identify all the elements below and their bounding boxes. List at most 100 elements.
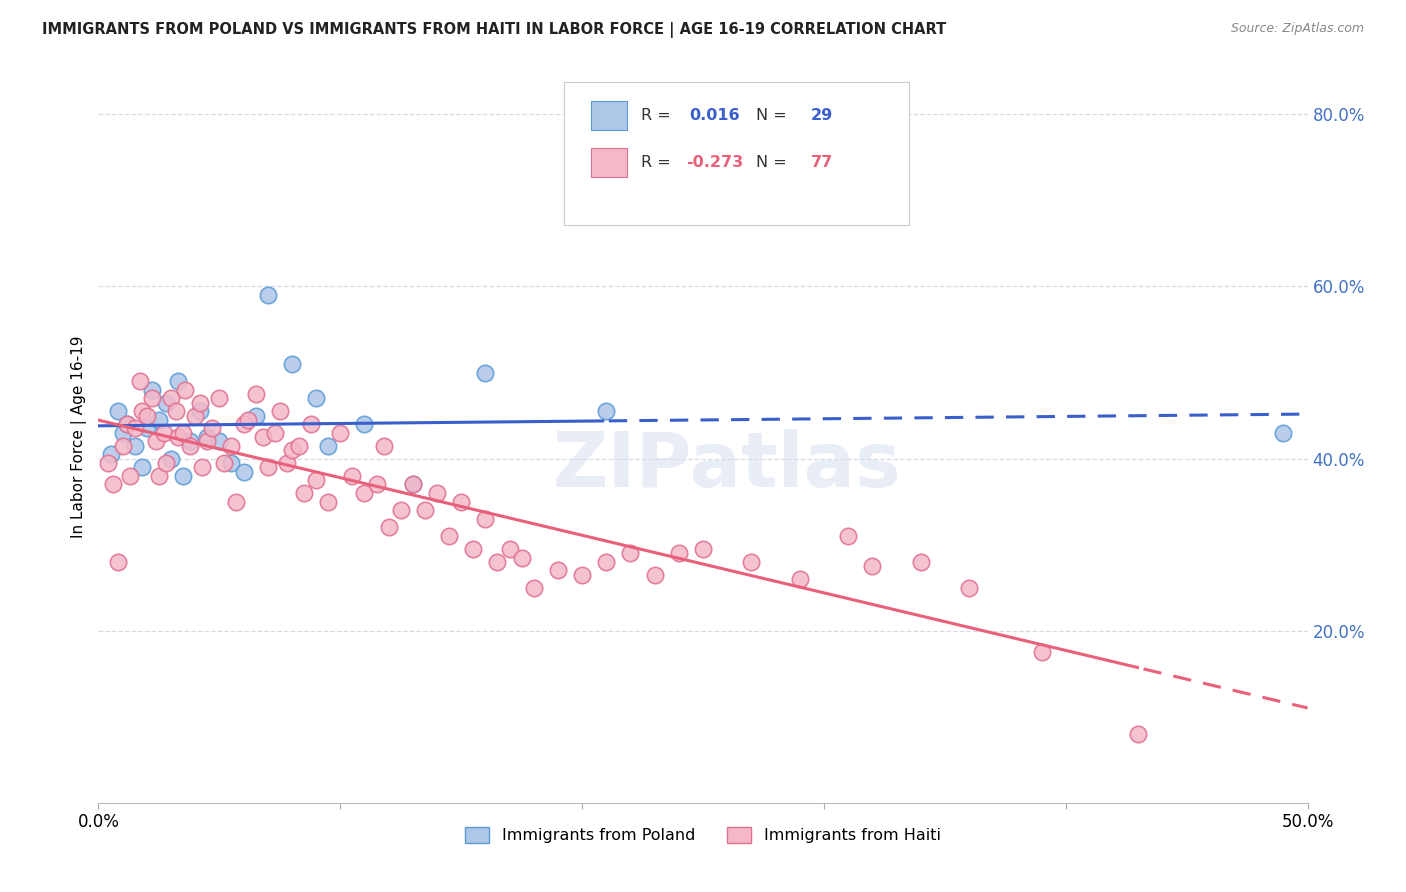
- Point: [155, 395, 177, 409]
- Point: [100, 447, 122, 461]
- Point: [107, 555, 129, 569]
- Point: [426, 486, 449, 500]
- Text: 77: 77: [811, 155, 832, 170]
- Point: [118, 468, 141, 483]
- Text: R =: R =: [641, 155, 676, 170]
- Point: [366, 477, 388, 491]
- Point: [437, 529, 460, 543]
- Point: [860, 559, 883, 574]
- Point: [595, 404, 617, 418]
- Point: [172, 425, 194, 440]
- Point: [377, 520, 399, 534]
- Point: [179, 434, 201, 449]
- Point: [316, 439, 339, 453]
- Point: [245, 387, 267, 401]
- Point: [167, 374, 190, 388]
- Point: [101, 477, 124, 491]
- Point: [1272, 425, 1295, 440]
- Point: [238, 413, 260, 427]
- Point: [117, 417, 139, 432]
- Point: [373, 439, 395, 453]
- Point: [1031, 645, 1053, 659]
- Point: [155, 456, 177, 470]
- Point: [288, 439, 311, 453]
- Point: [131, 460, 153, 475]
- Point: [316, 494, 339, 508]
- Point: [510, 550, 533, 565]
- Point: [179, 439, 201, 453]
- Point: [212, 456, 235, 470]
- Point: [191, 460, 214, 475]
- Text: R =: R =: [641, 108, 676, 123]
- Point: [413, 503, 436, 517]
- Point: [141, 383, 163, 397]
- Point: [474, 512, 496, 526]
- Text: -0.273: -0.273: [686, 155, 744, 170]
- Point: [571, 567, 593, 582]
- Point: [305, 473, 328, 487]
- Point: [281, 442, 304, 457]
- Point: [1128, 727, 1150, 741]
- Point: [232, 417, 254, 432]
- Point: [221, 439, 243, 453]
- Point: [184, 409, 207, 423]
- Point: [256, 460, 278, 475]
- Point: [740, 555, 762, 569]
- Point: [463, 541, 485, 556]
- FancyBboxPatch shape: [591, 101, 627, 130]
- Point: [221, 456, 243, 470]
- Point: [201, 421, 224, 435]
- Point: [402, 477, 425, 491]
- Point: [167, 430, 190, 444]
- Point: [957, 581, 980, 595]
- Point: [174, 383, 197, 397]
- Point: [141, 392, 163, 406]
- Point: [668, 546, 690, 560]
- Point: [97, 456, 120, 470]
- Point: [619, 546, 641, 560]
- Point: [124, 439, 146, 453]
- Point: [148, 468, 170, 483]
- Text: IMMIGRANTS FROM POLAND VS IMMIGRANTS FROM HAITI IN LABOR FORCE | AGE 16-19 CORRE: IMMIGRANTS FROM POLAND VS IMMIGRANTS FRO…: [42, 22, 946, 38]
- Point: [498, 541, 520, 556]
- Point: [402, 477, 425, 491]
- Point: [195, 430, 218, 444]
- Point: [644, 567, 666, 582]
- Point: [281, 357, 304, 371]
- Point: [117, 417, 139, 432]
- Point: [135, 421, 157, 435]
- Point: [342, 468, 364, 483]
- Point: [195, 434, 218, 449]
- Point: [329, 425, 352, 440]
- Point: [256, 288, 278, 302]
- Text: 0.016: 0.016: [690, 108, 741, 123]
- Point: [474, 366, 496, 380]
- Point: [837, 529, 859, 543]
- Point: [245, 409, 267, 423]
- Point: [208, 392, 231, 406]
- FancyBboxPatch shape: [591, 148, 627, 178]
- FancyBboxPatch shape: [564, 82, 908, 225]
- Point: [292, 486, 315, 500]
- Text: ZIPatlas: ZIPatlas: [553, 429, 901, 503]
- Point: [789, 572, 811, 586]
- Point: [145, 434, 167, 449]
- Point: [188, 395, 211, 409]
- Point: [276, 456, 298, 470]
- Point: [128, 374, 150, 388]
- Point: [148, 413, 170, 427]
- Point: [692, 541, 714, 556]
- Point: [160, 451, 183, 466]
- Point: [305, 392, 328, 406]
- Point: [208, 434, 231, 449]
- Point: [353, 417, 375, 432]
- Point: [172, 468, 194, 483]
- Point: [152, 425, 174, 440]
- Point: [165, 404, 187, 418]
- Text: 29: 29: [811, 108, 832, 123]
- Point: [389, 503, 412, 517]
- Point: [910, 555, 932, 569]
- Text: Source: ZipAtlas.com: Source: ZipAtlas.com: [1230, 22, 1364, 36]
- Text: N =: N =: [756, 155, 792, 170]
- Point: [269, 404, 291, 418]
